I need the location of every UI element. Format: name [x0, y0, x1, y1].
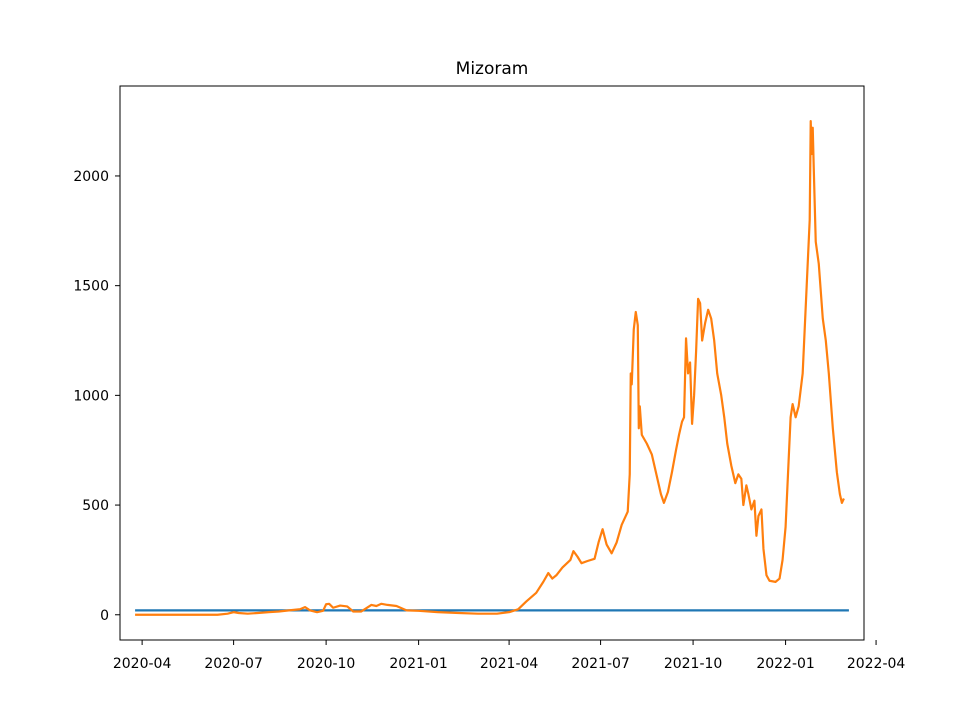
y-tick-label: 2000 — [73, 169, 109, 185]
x-tick-label: 2021-07 — [571, 656, 630, 672]
x-tick-label: 2021-01 — [389, 656, 448, 672]
x-tick-label: 2021-04 — [480, 656, 539, 672]
x-tick-label: 2020-10 — [297, 656, 356, 672]
x-tick-label: 2020-04 — [113, 656, 172, 672]
series-layer — [135, 120, 849, 616]
chart-title: Mizoram — [456, 59, 529, 79]
series-line-2 — [135, 120, 845, 616]
plot-frame — [119, 85, 865, 641]
x-tick-label: 2022-04 — [847, 656, 906, 672]
x-tick-label: 2021-10 — [664, 656, 723, 672]
y-tick-label: 0 — [100, 608, 109, 624]
y-tick-label: 500 — [82, 498, 109, 514]
y-tick-label: 1000 — [73, 388, 109, 404]
x-tick-label: 2022-01 — [756, 656, 815, 672]
axes-layer: 2020-04 2020-07 2020-10 2021-01 2021-04 2021-… — [73, 169, 905, 672]
y-tick-label: 1500 — [73, 279, 109, 295]
x-tick-label: 2020-07 — [204, 656, 263, 672]
